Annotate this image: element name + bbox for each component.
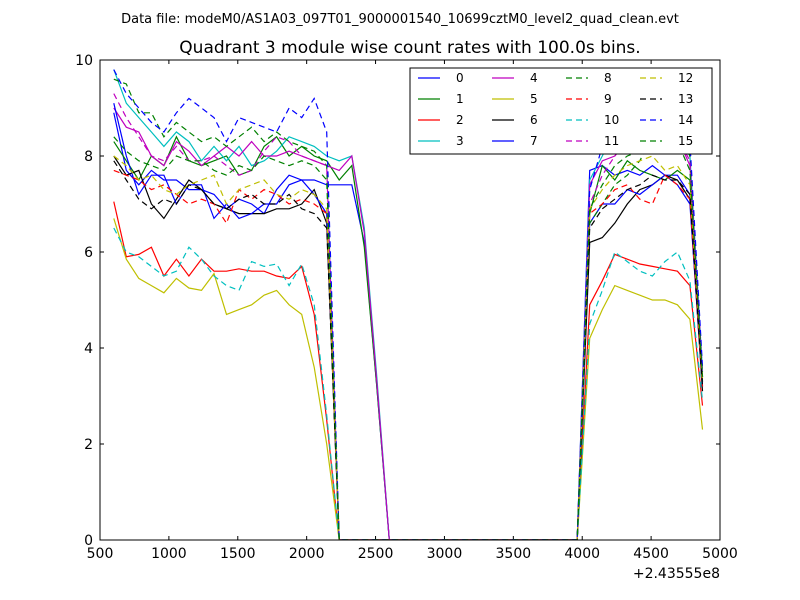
x-tick-label: 1000: [151, 546, 187, 562]
y-tick-labels: 0 2 4 6 8 10: [75, 53, 93, 549]
series-line-4: [113, 107, 704, 540]
series-line-1: [113, 135, 704, 540]
y-tick-label: 6: [84, 245, 93, 261]
legend-label-11: 11: [604, 134, 619, 148]
legend-label-15: 15: [678, 134, 693, 148]
series-line-10: [113, 227, 704, 540]
x-tick-label: 4000: [564, 546, 600, 562]
y-tick-label: 0: [84, 533, 93, 549]
x-tick-labels: 500 1000 1500 2000 2500 3000 3500 4000 4500 5000: [87, 546, 738, 562]
x-tick-label: 1500: [220, 546, 256, 562]
legend-label-5: 5: [530, 92, 538, 106]
legend-label-2: 2: [456, 113, 464, 127]
y-tick-label: 8: [84, 149, 93, 165]
series-line-7: [113, 103, 704, 540]
x-tick-label: 3500: [496, 546, 532, 562]
x-tick-label: 500: [87, 546, 114, 562]
series-line-11: [113, 93, 704, 540]
y-tick-label: 2: [84, 437, 93, 453]
legend-label-7: 7: [530, 134, 538, 148]
x-tick-label: 3000: [427, 546, 463, 562]
x-tick-label: 2500: [358, 546, 394, 562]
legend-label-12: 12: [678, 71, 693, 85]
legend-label-3: 3: [456, 134, 464, 148]
legend-label-14: 14: [678, 113, 693, 127]
legend-label-13: 13: [678, 92, 693, 106]
series-line-14: [113, 69, 704, 540]
x-offset-label: +2.43555e8: [633, 566, 720, 582]
legend-label-0: 0: [456, 71, 464, 85]
y-tick-label: 4: [84, 341, 93, 357]
series-line-5: [113, 218, 704, 540]
legend-label-4: 4: [530, 71, 538, 85]
x-tick-label: 5000: [702, 546, 738, 562]
series-line-9: [113, 169, 704, 540]
series-line-12: [113, 155, 704, 540]
series-lines: [113, 69, 704, 540]
legend-label-6: 6: [530, 113, 538, 127]
legend-label-10: 10: [604, 113, 619, 127]
data-file-suptitle: Data file: modeM0/AS1A03_097T01_90000015…: [121, 12, 679, 27]
plot-frame: [99, 59, 721, 541]
series-line-13: [113, 160, 704, 540]
legend-label-8: 8: [604, 71, 612, 85]
x-tick-label: 4500: [633, 546, 669, 562]
y-tick-label: 10: [75, 53, 93, 69]
legend-label-1: 1: [456, 92, 464, 106]
legend-label-9: 9: [604, 92, 612, 106]
series-line-2: [113, 201, 704, 540]
legend-box: [409, 67, 713, 155]
chart-title: Quadrant 3 module wise count rates with …: [179, 38, 640, 58]
x-tick-label: 2000: [289, 546, 325, 562]
